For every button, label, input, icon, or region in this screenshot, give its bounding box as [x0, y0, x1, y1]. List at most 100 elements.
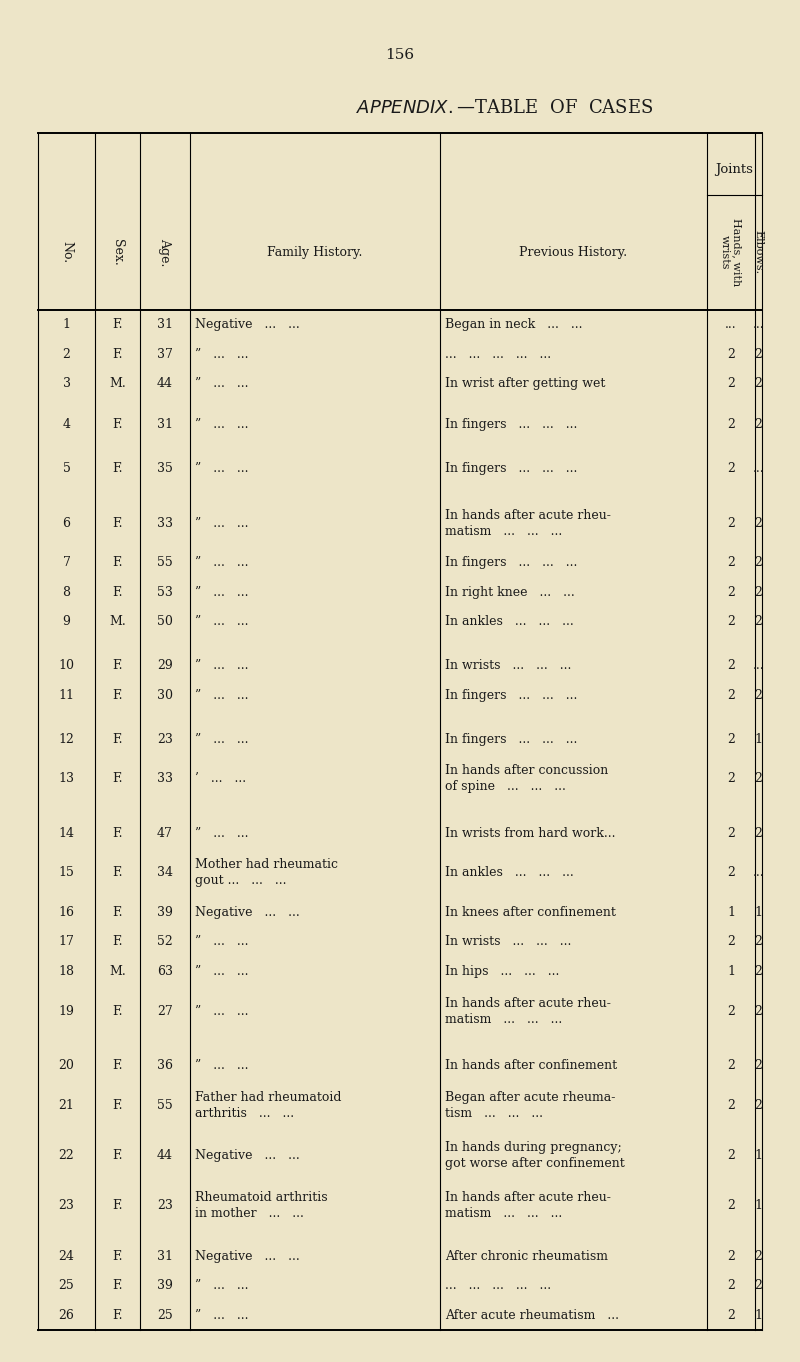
- Text: F.: F.: [112, 1309, 122, 1321]
- Text: M.: M.: [109, 616, 126, 628]
- Text: 23: 23: [58, 1199, 74, 1212]
- Text: 39: 39: [157, 906, 173, 919]
- Text: F.: F.: [112, 733, 122, 745]
- Text: 2: 2: [754, 616, 762, 628]
- Text: 2: 2: [727, 418, 735, 432]
- Text: In hands during pregnancy;
got worse after confinement: In hands during pregnancy; got worse aft…: [445, 1140, 625, 1170]
- Text: ”   ...   ...: ” ... ...: [195, 733, 249, 745]
- Text: 2: 2: [727, 1058, 735, 1072]
- Text: In wrists   ...   ...   ...: In wrists ... ... ...: [445, 936, 571, 948]
- Text: 15: 15: [58, 866, 74, 880]
- Text: 9: 9: [62, 616, 70, 628]
- Text: 53: 53: [157, 586, 173, 599]
- Text: ...: ...: [753, 319, 764, 331]
- Text: Negative   ...   ...: Negative ... ...: [195, 1148, 300, 1162]
- Text: ”   ...   ...: ” ... ...: [195, 659, 249, 673]
- Text: F.: F.: [112, 866, 122, 880]
- Text: 2: 2: [727, 1099, 735, 1111]
- Text: 2: 2: [754, 556, 762, 569]
- Text: 47: 47: [157, 827, 173, 840]
- Text: ...   ...   ...   ...   ...: ... ... ... ... ...: [445, 1279, 551, 1293]
- Text: 31: 31: [157, 319, 173, 331]
- Text: 55: 55: [157, 556, 173, 569]
- Text: In wrists   ...   ...   ...: In wrists ... ... ...: [445, 659, 571, 673]
- Text: ”   ...   ...: ” ... ...: [195, 689, 249, 701]
- Text: ”   ...   ...: ” ... ...: [195, 347, 249, 361]
- Text: 35: 35: [157, 462, 173, 475]
- Text: ”   ...   ...: ” ... ...: [195, 586, 249, 599]
- Text: ”   ...   ...: ” ... ...: [195, 1058, 249, 1072]
- Text: 2: 2: [754, 347, 762, 361]
- Text: F.: F.: [112, 1279, 122, 1293]
- Text: In wrists from hard work...: In wrists from hard work...: [445, 827, 615, 840]
- Text: F.: F.: [112, 689, 122, 701]
- Text: 52: 52: [157, 936, 173, 948]
- Text: In ankles   ...   ...   ...: In ankles ... ... ...: [445, 616, 574, 628]
- Text: 22: 22: [58, 1148, 74, 1162]
- Text: 17: 17: [58, 936, 74, 948]
- Text: ...: ...: [725, 319, 737, 331]
- Text: In fingers   ...   ...   ...: In fingers ... ... ...: [445, 733, 578, 745]
- Text: F.: F.: [112, 586, 122, 599]
- Text: F.: F.: [112, 1199, 122, 1212]
- Text: $\mathit{APPENDIX.}$—TABLE  OF  CASES: $\mathit{APPENDIX.}$—TABLE OF CASES: [356, 99, 654, 117]
- Text: ”   ...   ...: ” ... ...: [195, 516, 249, 530]
- Text: Elbows.: Elbows.: [754, 230, 763, 275]
- Text: F.: F.: [112, 556, 122, 569]
- Text: In hands after concussion
of spine   ...   ...   ...: In hands after concussion of spine ... .…: [445, 764, 608, 793]
- Text: 20: 20: [58, 1058, 74, 1072]
- Text: ...: ...: [753, 659, 764, 673]
- Text: 29: 29: [157, 659, 173, 673]
- Text: ’   ...   ...: ’ ... ...: [195, 772, 246, 786]
- Text: 1: 1: [754, 1199, 762, 1212]
- Text: 18: 18: [58, 964, 74, 978]
- Text: Age.: Age.: [158, 238, 171, 267]
- Text: 1: 1: [754, 906, 762, 919]
- Text: 27: 27: [157, 1005, 173, 1017]
- Text: 2: 2: [727, 556, 735, 569]
- Text: 24: 24: [58, 1250, 74, 1263]
- Text: 39: 39: [157, 1279, 173, 1293]
- Text: 2: 2: [727, 1005, 735, 1017]
- Text: 2: 2: [754, 377, 762, 390]
- Text: ...: ...: [753, 866, 764, 880]
- Text: F.: F.: [112, 827, 122, 840]
- Text: In fingers   ...   ...   ...: In fingers ... ... ...: [445, 689, 578, 701]
- Text: In hands after confinement: In hands after confinement: [445, 1058, 617, 1072]
- Text: In fingers   ...   ...   ...: In fingers ... ... ...: [445, 556, 578, 569]
- Text: 44: 44: [157, 1148, 173, 1162]
- Text: 33: 33: [157, 516, 173, 530]
- Text: In right knee   ...   ...: In right knee ... ...: [445, 586, 574, 599]
- Text: 50: 50: [157, 616, 173, 628]
- Text: 25: 25: [58, 1279, 74, 1293]
- Text: After acute rheumatism   ...: After acute rheumatism ...: [445, 1309, 619, 1321]
- Text: 36: 36: [157, 1058, 173, 1072]
- Text: 2: 2: [754, 1250, 762, 1263]
- Text: 2: 2: [754, 1058, 762, 1072]
- Text: 7: 7: [62, 556, 70, 569]
- Text: ”   ...   ...: ” ... ...: [195, 1279, 249, 1293]
- Text: 1: 1: [754, 1148, 762, 1162]
- Text: 55: 55: [157, 1099, 173, 1111]
- Text: In hips   ...   ...   ...: In hips ... ... ...: [445, 964, 559, 978]
- Text: 2: 2: [754, 827, 762, 840]
- Text: F.: F.: [112, 347, 122, 361]
- Text: 25: 25: [157, 1309, 173, 1321]
- Text: 23: 23: [157, 1199, 173, 1212]
- Text: F.: F.: [112, 319, 122, 331]
- Text: No.: No.: [60, 241, 73, 264]
- Text: 2: 2: [727, 772, 735, 786]
- Text: ”   ...   ...: ” ... ...: [195, 964, 249, 978]
- Text: Negative   ...   ...: Negative ... ...: [195, 319, 300, 331]
- Text: 12: 12: [58, 733, 74, 745]
- Text: 11: 11: [58, 689, 74, 701]
- Text: 1: 1: [754, 1309, 762, 1321]
- Text: 2: 2: [727, 866, 735, 880]
- Text: 2: 2: [754, 772, 762, 786]
- Text: ...   ...   ...   ...   ...: ... ... ... ... ...: [445, 347, 551, 361]
- Text: 37: 37: [157, 347, 173, 361]
- Text: Joints: Joints: [715, 162, 754, 176]
- Text: 19: 19: [58, 1005, 74, 1017]
- Text: ”   ...   ...: ” ... ...: [195, 1005, 249, 1017]
- Text: Hands, with
wrists: Hands, with wrists: [720, 218, 742, 286]
